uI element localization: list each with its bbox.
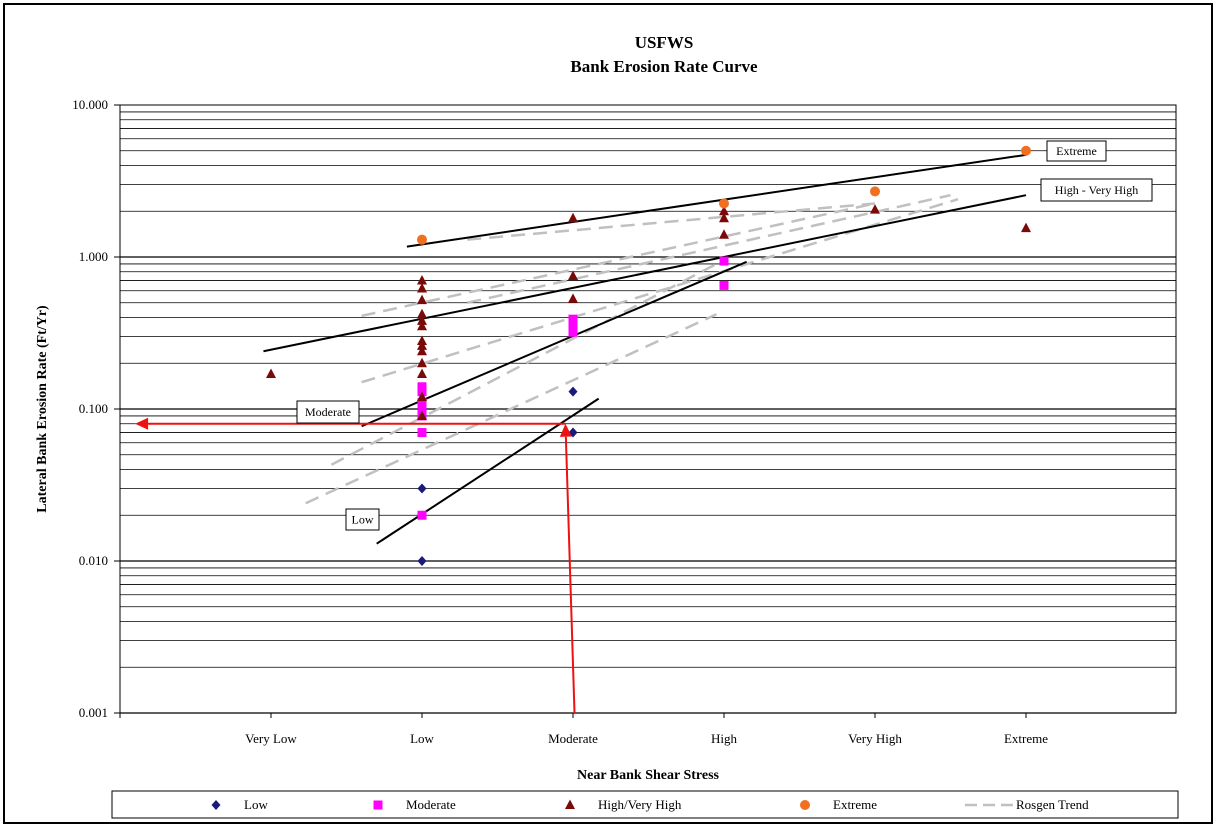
legend-box xyxy=(111,790,1179,819)
legend-entry: Low xyxy=(244,797,268,812)
legend-swatch xyxy=(565,799,575,809)
curve-label-box xyxy=(1040,178,1153,202)
arrow-head xyxy=(135,417,149,430)
y-tick-label: 1.000 xyxy=(79,249,108,264)
data-point-triangle xyxy=(568,293,578,303)
data-point-triangle xyxy=(417,335,427,346)
data-point-diamond xyxy=(568,386,578,397)
y-tick-label: 10.000 xyxy=(72,97,108,112)
y-tick-label: 0.100 xyxy=(79,401,108,416)
data-point-square xyxy=(417,398,427,408)
x-tick-label: Very Low xyxy=(245,731,297,746)
x-tick-label: Moderate xyxy=(548,731,598,746)
data-point-square xyxy=(568,314,578,324)
data-point-circle xyxy=(719,198,729,209)
chart-subtitle: Bank Erosion Rate Curve xyxy=(570,57,758,76)
y-axis-title: Lateral Bank Erosion Rate (Ft/Yr) xyxy=(35,305,50,513)
data-point-circle xyxy=(1021,145,1031,156)
x-tick-label: Very High xyxy=(848,731,902,746)
y-tick-label: 0.010 xyxy=(79,553,108,568)
arrow-head xyxy=(559,423,572,437)
data-point-triangle xyxy=(568,270,578,280)
data-point-square xyxy=(719,256,729,266)
data-point-triangle xyxy=(417,275,427,285)
fitted-curve-line xyxy=(263,194,1027,353)
rosgen-trend-line xyxy=(330,262,718,466)
data-point-triangle xyxy=(417,345,427,356)
legend-entry: High/Very High xyxy=(598,797,682,812)
data-point-triangle xyxy=(417,320,427,331)
legend-swatch xyxy=(211,800,221,810)
curve-label: Extreme xyxy=(1056,144,1097,158)
data-point-triangle xyxy=(417,283,427,293)
data-point-triangle xyxy=(417,410,427,420)
curve-labels: Extreme High - Very High Moderate Low xyxy=(296,140,1153,531)
legend-entry: Rosgen Trend xyxy=(1016,797,1089,812)
curve-label: Moderate xyxy=(305,405,351,419)
x-tick-label: Extreme xyxy=(1004,731,1048,746)
data-point-triangle xyxy=(417,340,427,350)
data-points xyxy=(266,145,1031,566)
curve-label: Low xyxy=(352,513,374,527)
data-point-square xyxy=(568,319,578,329)
data-point-triangle xyxy=(568,212,578,223)
chart-border xyxy=(3,3,1213,824)
data-point-triangle xyxy=(870,204,880,214)
data-point-circle xyxy=(870,186,880,197)
data-point-triangle xyxy=(417,357,427,368)
curve-label: High - Very High xyxy=(1055,183,1138,197)
rosgen-trend-line xyxy=(467,202,876,241)
data-point-square xyxy=(417,510,427,520)
data-point-triangle xyxy=(719,212,729,223)
data-point-diamond xyxy=(417,556,427,566)
data-point-triangle xyxy=(417,294,427,305)
legend-entry: Moderate xyxy=(406,797,456,812)
data-point-triangle xyxy=(417,308,427,319)
data-point-triangle xyxy=(1021,222,1031,233)
rosgen-trend-line xyxy=(305,313,717,505)
x-axis-ticks: Very Low Low Moderate High Very High Extreme xyxy=(119,713,1048,746)
rosgen-trend-line xyxy=(467,193,951,304)
data-point-triangle xyxy=(417,315,427,325)
arrow-shaft xyxy=(564,436,576,714)
x-axis-title: Near Bank Shear Stress xyxy=(577,768,720,783)
data-point-square xyxy=(568,327,578,337)
legend: Low Moderate High/Very High Extreme Rosgen T… xyxy=(111,790,1179,819)
data-point-triangle xyxy=(719,205,729,216)
x-tick-label: High xyxy=(711,731,738,746)
data-point-triangle xyxy=(266,368,276,378)
x-tick-label: Low xyxy=(410,731,434,746)
y-axis-ticks: 10.000 1.000 0.100 0.010 0.001 xyxy=(72,97,120,720)
data-point-square xyxy=(417,428,427,438)
curve-label-box xyxy=(1046,140,1107,162)
data-point-square xyxy=(417,404,427,414)
red-arrows xyxy=(135,417,576,714)
curve-label-box xyxy=(296,400,360,424)
curve-label-box xyxy=(345,508,380,531)
data-point-square xyxy=(417,382,427,392)
data-point-circle xyxy=(417,234,427,245)
legend-swatch xyxy=(800,800,810,810)
data-point-triangle xyxy=(719,229,729,239)
data-point-triangle xyxy=(417,368,427,378)
y-tick-label: 0.001 xyxy=(79,705,108,720)
data-point-diamond xyxy=(417,483,427,494)
legend-swatch xyxy=(373,800,383,810)
legend-entry: Extreme xyxy=(833,797,877,812)
data-point-square xyxy=(719,280,729,290)
chart-title: USFWS xyxy=(635,33,694,52)
fitted-curve-line xyxy=(406,153,1027,248)
data-point-triangle xyxy=(417,391,427,401)
